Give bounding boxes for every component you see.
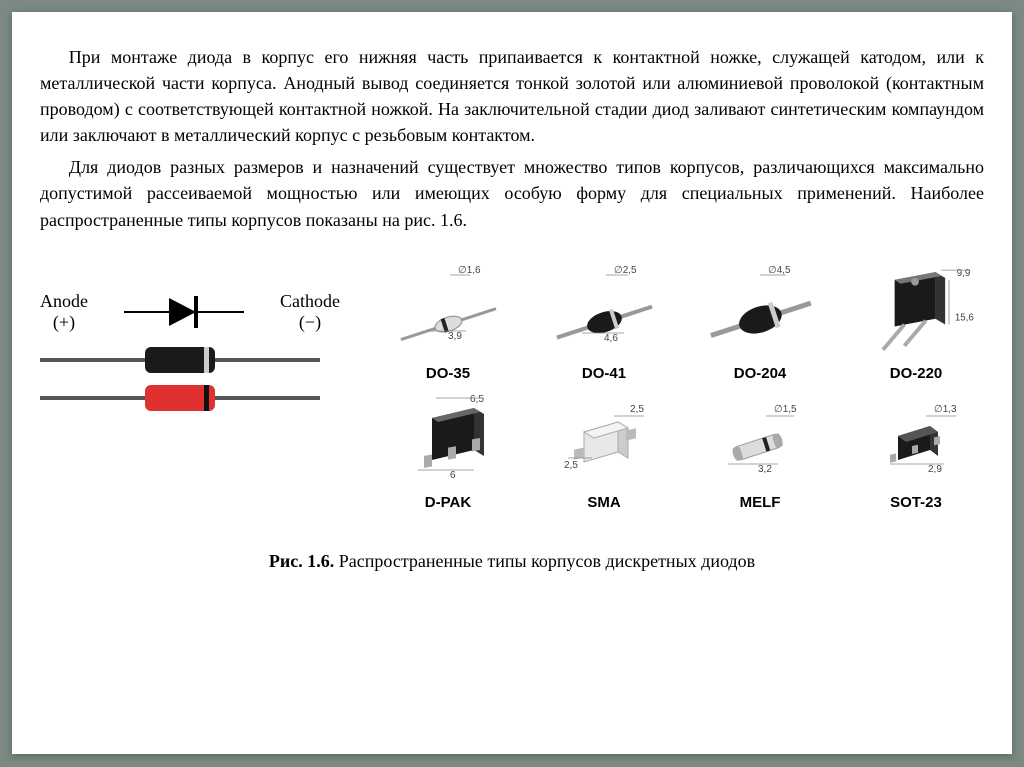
diode-schematic-icon [124, 292, 244, 332]
axial-diode-red [40, 384, 320, 412]
symbol-row: Anode (+) Cathode (−) [40, 291, 340, 334]
figure-caption: Рис. 1.6. Распространенные типы корпусов… [40, 551, 984, 572]
cathode-label: Cathode (−) [280, 291, 340, 334]
pkg-label: D-PAK [380, 494, 516, 511]
diode-symbol-figure: Anode (+) Cathode (−) [40, 261, 340, 511]
dim-dia: ∅2,5 [614, 265, 637, 276]
dim-w: 9,9 [957, 268, 971, 279]
anode-sign: (+) [53, 312, 75, 332]
anode-text: Anode [40, 291, 88, 311]
dim-len: 2,9 [928, 464, 942, 475]
dim-w2: 2,5 [564, 460, 578, 471]
diode-body-black [145, 347, 215, 373]
pkg-label: DO-220 [848, 365, 984, 382]
document-page: При монтаже диода в корпус его нижняя ча… [12, 12, 1012, 754]
lead [215, 358, 320, 362]
paragraph-2: Для диодов разных размеров и назначений … [40, 154, 984, 232]
pkg-label: DO-204 [692, 365, 828, 382]
dim-len: 4,6 [604, 333, 618, 344]
pkg-sot23: ∅1,3 2,9 SOT-23 [848, 390, 984, 511]
paragraph-1: При монтаже диода в корпус его нижняя ча… [40, 44, 984, 148]
dim-len: 3,2 [758, 464, 772, 475]
lead [40, 396, 145, 400]
lead [40, 358, 145, 362]
dim-w: 2,5 [630, 404, 644, 415]
pkg-label: SOT-23 [848, 494, 984, 511]
pkg-label: MELF [692, 494, 828, 511]
dim-dia: ∅1,3 [934, 404, 957, 415]
pkg-label: DO-35 [380, 365, 516, 382]
dim-len: 3,9 [448, 331, 462, 342]
pkg-sma: 2,5 2,5 SMA [536, 390, 672, 511]
pkg-do41: ∅2,5 4,6 DO-41 [536, 261, 672, 382]
dim-dia: ∅1,5 [774, 404, 797, 415]
axial-diode-black [40, 346, 320, 374]
diode-body-red [145, 385, 215, 411]
pkg-do35: ∅1,6 3,9 DO-35 [380, 261, 516, 382]
cathode-text: Cathode [280, 291, 340, 311]
dim-dia: ∅1,6 [458, 265, 481, 276]
caption-text: Распространенные типы корпусов дискретны… [334, 551, 755, 571]
dim-w: 6,5 [470, 394, 484, 405]
lead [215, 396, 320, 400]
pkg-dpak: 6,5 6 D-PAK [380, 390, 516, 511]
figure-area: Anode (+) Cathode (−) [40, 261, 984, 511]
pkg-do220: 9,9 15,6 DO-220 [848, 261, 984, 382]
pkg-do204: ∅4,5 DO-204 [692, 261, 828, 382]
package-grid: ∅1,6 3,9 DO-35 ∅2,5 [380, 261, 984, 511]
dim-h: 6 [450, 470, 456, 481]
pkg-label: DO-41 [536, 365, 672, 382]
anode-label: Anode (+) [40, 291, 88, 334]
dim-h: 15,6 [955, 312, 974, 323]
dim-dia: ∅4,5 [768, 265, 791, 276]
pkg-label: SMA [536, 494, 672, 511]
cathode-sign: (−) [299, 312, 321, 332]
pkg-melf: ∅1,5 3,2 MELF [692, 390, 828, 511]
caption-bold: Рис. 1.6. [269, 551, 334, 571]
